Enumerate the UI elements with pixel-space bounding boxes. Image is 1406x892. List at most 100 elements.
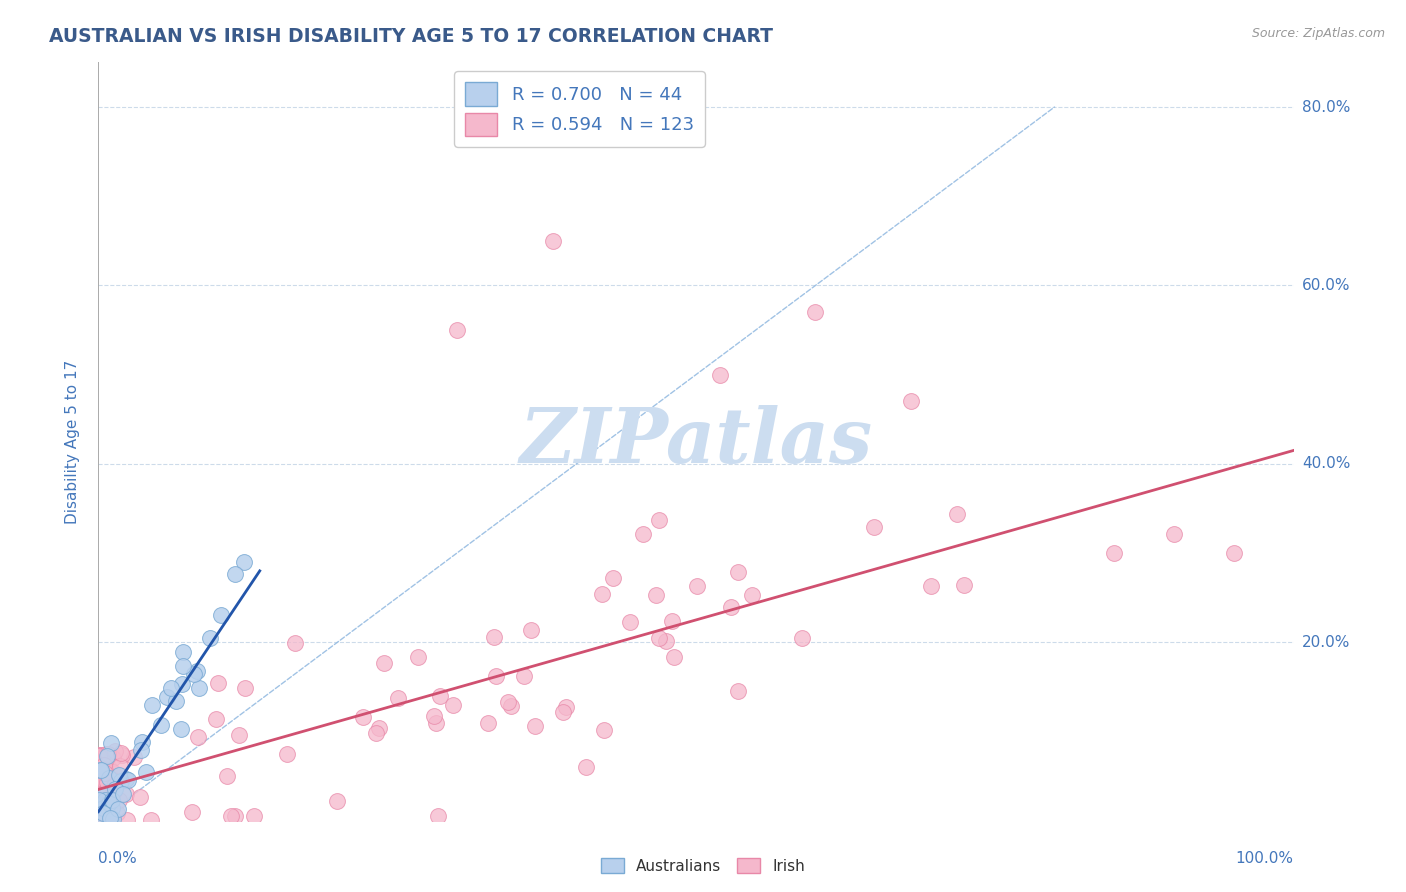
Point bbox=[94, 747, 117, 761]
Point bbox=[187, 681, 209, 696]
Point bbox=[591, 587, 613, 601]
Point bbox=[862, 520, 884, 534]
Point bbox=[172, 677, 194, 691]
Point bbox=[233, 555, 256, 569]
Point bbox=[101, 751, 124, 765]
Point bbox=[108, 759, 131, 773]
Point bbox=[107, 802, 129, 816]
Text: 40.0%: 40.0% bbox=[1302, 457, 1350, 471]
Point bbox=[90, 763, 112, 777]
Point bbox=[575, 760, 598, 774]
Point bbox=[91, 797, 114, 812]
Point bbox=[112, 788, 135, 802]
Point bbox=[117, 772, 139, 787]
Point bbox=[93, 783, 115, 797]
Point bbox=[165, 694, 187, 708]
Y-axis label: Disability Age 5 to 17: Disability Age 5 to 17 bbox=[65, 359, 80, 524]
Point bbox=[406, 650, 429, 665]
Point bbox=[90, 806, 112, 821]
Text: Source: ZipAtlas.com: Source: ZipAtlas.com bbox=[1251, 27, 1385, 40]
Point bbox=[96, 749, 118, 764]
Point bbox=[87, 774, 110, 789]
Point bbox=[101, 801, 124, 815]
Point bbox=[368, 721, 391, 735]
Point bbox=[89, 762, 111, 776]
Point bbox=[187, 731, 209, 745]
Point bbox=[104, 744, 127, 758]
Point bbox=[98, 811, 121, 825]
Legend: R = 0.700   N = 44, R = 0.594   N = 123: R = 0.700 N = 44, R = 0.594 N = 123 bbox=[454, 71, 704, 147]
Point bbox=[111, 748, 134, 763]
Point bbox=[105, 805, 128, 820]
Point bbox=[93, 793, 115, 807]
Point bbox=[94, 783, 117, 797]
Point bbox=[804, 305, 827, 319]
Point bbox=[97, 747, 120, 761]
Point bbox=[172, 645, 194, 659]
Point bbox=[156, 690, 179, 704]
Point bbox=[89, 771, 111, 785]
Point bbox=[101, 772, 124, 787]
Point bbox=[482, 630, 505, 644]
Point bbox=[89, 813, 111, 827]
Point bbox=[108, 792, 131, 806]
Point bbox=[429, 689, 451, 703]
Point bbox=[110, 774, 132, 789]
Point bbox=[741, 588, 763, 602]
Point bbox=[89, 770, 111, 784]
Point bbox=[170, 722, 193, 736]
Point bbox=[89, 755, 111, 769]
Point bbox=[96, 805, 118, 819]
Point bbox=[446, 323, 468, 337]
Point bbox=[512, 669, 534, 683]
Point bbox=[224, 566, 246, 581]
Point bbox=[186, 664, 208, 678]
Point bbox=[664, 649, 686, 664]
Point bbox=[485, 669, 508, 683]
Text: ZIPatlas: ZIPatlas bbox=[519, 405, 873, 478]
Point bbox=[181, 805, 204, 819]
Point bbox=[89, 812, 111, 826]
Text: 60.0%: 60.0% bbox=[1302, 278, 1350, 293]
Point bbox=[946, 508, 969, 522]
Point bbox=[87, 804, 110, 818]
Point bbox=[661, 614, 683, 628]
Point bbox=[235, 681, 257, 695]
Point bbox=[1223, 546, 1246, 560]
Point bbox=[900, 394, 922, 409]
Point bbox=[198, 632, 221, 646]
Point bbox=[87, 747, 110, 762]
Point bbox=[422, 709, 444, 723]
Point bbox=[366, 726, 388, 740]
Point bbox=[110, 747, 132, 761]
Point bbox=[619, 615, 641, 629]
Point bbox=[648, 513, 671, 527]
Point bbox=[107, 768, 129, 782]
Point bbox=[150, 717, 173, 731]
Point bbox=[94, 778, 117, 792]
Point bbox=[91, 805, 114, 820]
Point bbox=[709, 368, 731, 382]
Point bbox=[633, 527, 655, 541]
Point bbox=[103, 783, 125, 797]
Point bbox=[172, 658, 194, 673]
Point bbox=[90, 751, 112, 765]
Point bbox=[209, 607, 232, 622]
Point bbox=[523, 719, 546, 733]
Point bbox=[602, 571, 624, 585]
Point bbox=[477, 715, 499, 730]
Point bbox=[648, 632, 671, 646]
Point bbox=[90, 805, 112, 819]
Point bbox=[122, 750, 145, 764]
Point bbox=[1163, 526, 1185, 541]
Point bbox=[94, 788, 117, 802]
Point bbox=[952, 578, 974, 592]
Text: 80.0%: 80.0% bbox=[1302, 100, 1350, 114]
Point bbox=[114, 787, 136, 801]
Point bbox=[98, 796, 121, 810]
Point bbox=[541, 234, 564, 248]
Point bbox=[104, 777, 127, 791]
Text: 100.0%: 100.0% bbox=[1236, 851, 1294, 866]
Point bbox=[555, 700, 578, 714]
Point bbox=[115, 813, 138, 827]
